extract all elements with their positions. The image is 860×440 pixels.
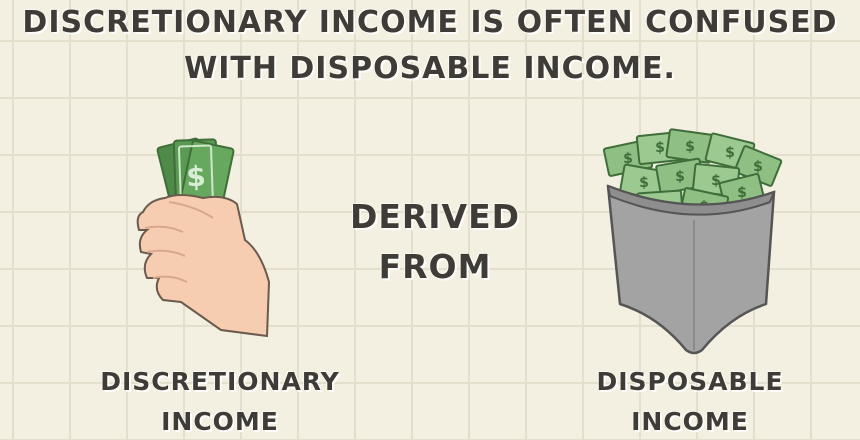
hand-holding-cash-icon: $ bbox=[136, 137, 271, 337]
svg-text:$: $ bbox=[753, 159, 763, 175]
svg-text:$: $ bbox=[623, 151, 633, 167]
svg-text:$: $ bbox=[186, 160, 207, 194]
discretionary-income-label: DISCRETIONARY INCOME bbox=[70, 362, 370, 440]
left-label-line-2: INCOME bbox=[161, 407, 279, 436]
relation-text: DERIVED FROM bbox=[300, 192, 570, 292]
headline-line-2: WITH DISPOSABLE INCOME. bbox=[184, 51, 676, 86]
left-label-line-1: DISCRETIONARY bbox=[100, 367, 340, 396]
svg-text:$: $ bbox=[737, 185, 747, 201]
right-label-line-2: INCOME bbox=[631, 407, 749, 436]
relation-line-2: FROM bbox=[378, 247, 492, 286]
disposable-income-label: DISPOSABLE INCOME bbox=[540, 362, 840, 440]
svg-text:$: $ bbox=[711, 173, 721, 189]
headline: DISCRETIONARY INCOME IS OFTEN CONFUSED W… bbox=[0, 0, 860, 92]
svg-text:$: $ bbox=[639, 175, 649, 191]
svg-text:$: $ bbox=[685, 139, 695, 155]
relation-line-1: DERIVED bbox=[349, 197, 521, 236]
headline-line-1: DISCRETIONARY INCOME IS OFTEN CONFUSED bbox=[22, 5, 838, 40]
svg-text:$: $ bbox=[675, 169, 685, 185]
svg-text:$: $ bbox=[725, 145, 735, 161]
right-label-line-1: DISPOSABLE bbox=[596, 367, 784, 396]
money-bag-icon: $$$ $$$ $$$ $$ bbox=[602, 128, 783, 355]
svg-text:$: $ bbox=[655, 140, 665, 156]
